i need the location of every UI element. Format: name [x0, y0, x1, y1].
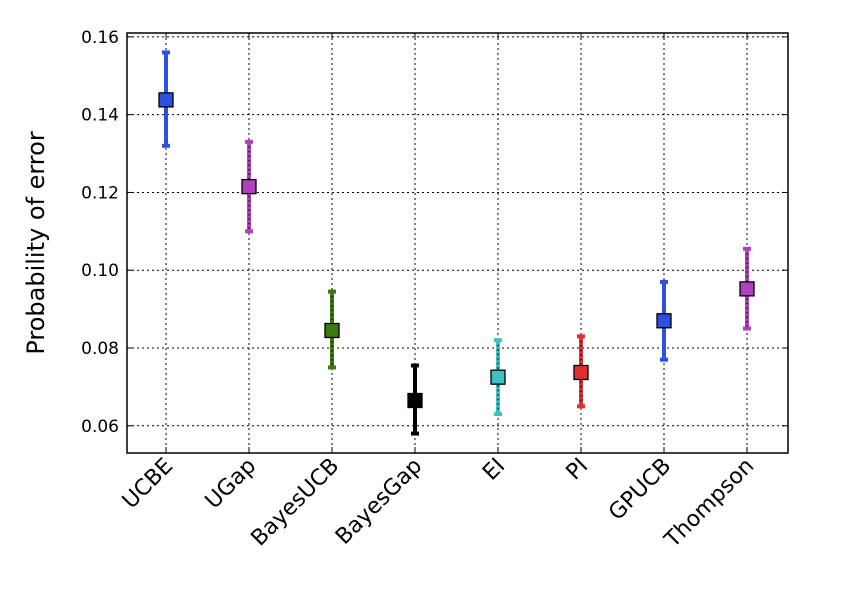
y-axis-label: Probability of error	[22, 131, 50, 354]
y-tick-label: 0.08	[81, 339, 119, 359]
error-bar-gpucb	[656, 279, 672, 362]
y-axis-ticks: 0.06 0.08 0.10 0.12 0.14 0.16	[81, 28, 788, 437]
error-bar-ucbe	[158, 50, 174, 148]
y-tick-label: 0.12	[81, 183, 119, 203]
x-tick-label: BayesUCB	[247, 454, 345, 552]
mean-marker	[241, 178, 257, 195]
mean-marker	[407, 392, 423, 409]
plot-area-frame	[126, 32, 789, 454]
mean-marker	[739, 281, 755, 297]
grid	[127, 33, 788, 453]
x-tick-label: UCBE	[118, 454, 178, 514]
error-bar-ei	[490, 338, 506, 417]
error-bar-pi	[573, 334, 589, 409]
y-tick-label: 0.10	[81, 261, 119, 281]
y-tick-label: 0.16	[81, 28, 119, 48]
error-bars	[158, 50, 755, 436]
error-bar-bayesucb	[324, 289, 340, 370]
mean-marker	[158, 92, 174, 108]
mean-marker	[490, 369, 506, 385]
mean-marker	[573, 364, 589, 381]
x-tick-label: Thompson	[659, 454, 759, 554]
x-tick-label: UGap	[201, 454, 262, 515]
y-tick-label: 0.14	[81, 106, 119, 126]
error-bar-bayesgap	[407, 363, 423, 436]
mean-marker	[324, 322, 340, 339]
y-tick-label: 0.06	[81, 417, 119, 437]
x-tick-label: GPUCB	[604, 454, 676, 526]
x-tick-label: BayesGap	[331, 454, 427, 550]
x-tick-label: PI	[562, 454, 594, 486]
x-tick-label: EI	[478, 454, 510, 486]
error-bar-ugap	[241, 139, 257, 234]
error-bar-thompson	[739, 246, 755, 331]
mean-marker	[656, 313, 672, 329]
